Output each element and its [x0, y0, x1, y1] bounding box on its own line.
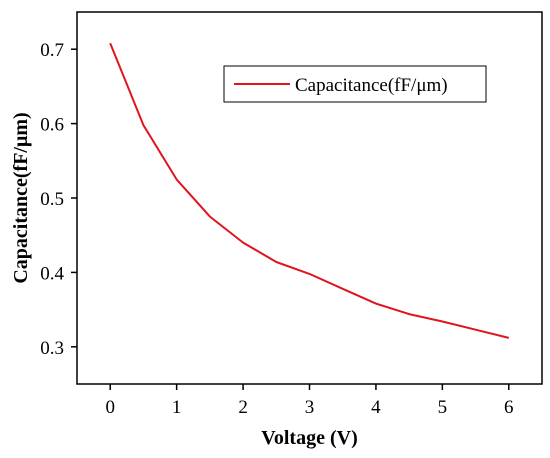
- legend-label: Capacitance(fF/μm): [295, 75, 448, 96]
- legend: Capacitance(fF/μm): [223, 65, 487, 103]
- y-tick-label: 0.7: [40, 40, 64, 61]
- series-line: [109, 42, 510, 339]
- y-tick-label: 0.3: [40, 338, 64, 359]
- x-tick-label: 1: [172, 397, 182, 418]
- x-tick-label: 2: [238, 397, 248, 418]
- x-tick-label: 4: [371, 397, 381, 418]
- x-tick-label: 5: [438, 397, 448, 418]
- y-tick-label: 0.6: [40, 115, 64, 136]
- x-tick-label: 0: [105, 397, 115, 418]
- x-tick-label: 6: [504, 397, 514, 418]
- axes: 0 1 2 3 4 5 6 0.3 0.4 0.5 0.6 0.7: [40, 11, 543, 418]
- plot-area: [109, 42, 510, 339]
- y-tick-label: 0.5: [40, 189, 64, 210]
- y-tick-label: 0.4: [40, 263, 64, 284]
- x-axis-title: Voltage (V): [261, 427, 357, 449]
- y-axis-title: Capacitance(fF/μm): [10, 112, 32, 283]
- x-tick-label: 3: [305, 397, 315, 418]
